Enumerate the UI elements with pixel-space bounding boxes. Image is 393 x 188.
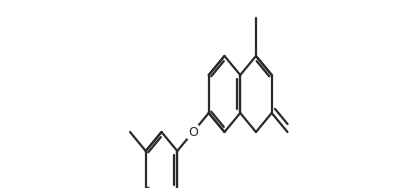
Text: O: O (188, 126, 198, 139)
Text: O: O (188, 126, 198, 139)
